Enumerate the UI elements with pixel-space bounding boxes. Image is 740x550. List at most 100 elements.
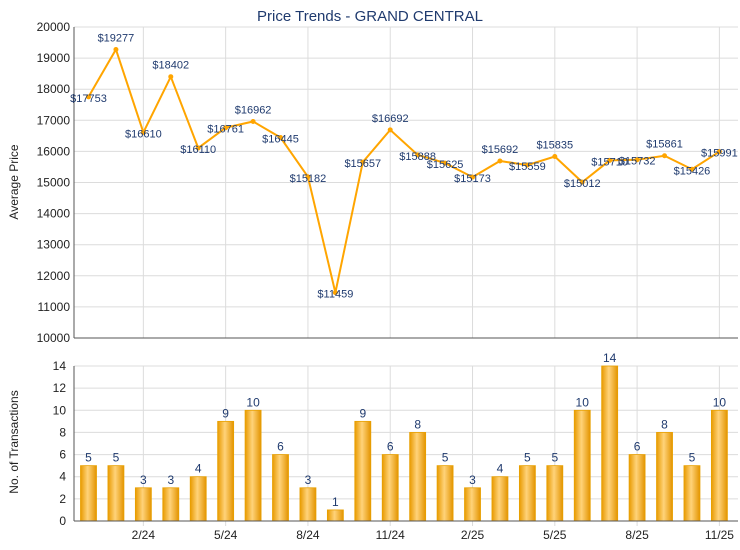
transactions-y-tick-label: 8 [59,425,66,439]
transaction-bar [683,465,701,522]
transaction-bar [573,409,591,522]
transaction-data-label: 5 [524,451,531,465]
transactions-y-axis-label: No. of Transactions [7,390,21,493]
transactions-y-tick-label: 6 [59,448,66,462]
transaction-bar [710,409,728,522]
transaction-bar [80,465,97,522]
transaction-data-label: 8 [661,417,668,431]
price-point [442,160,448,166]
transaction-bar [326,509,344,522]
x-tick-label: 2/24 [132,528,156,542]
transaction-bar [464,487,481,522]
transaction-data-label: 5 [113,451,120,465]
price-data-label: $15173 [454,173,491,185]
price-data-label: $15692 [482,144,519,156]
price-point [662,153,668,159]
transaction-data-label: 6 [634,440,641,454]
transaction-bar [189,476,207,522]
price-point [634,157,640,163]
transactions-y-tick-label: 0 [59,514,66,528]
transactions-y-tick-label: 14 [53,359,67,373]
transactions-y-tick-label: 2 [59,492,66,506]
x-tick-label: 8/24 [296,528,320,542]
transaction-bar [546,465,564,522]
x-tick-label: 5/25 [543,528,567,542]
transaction-bar [436,465,454,522]
price-data-label: $16445 [262,134,299,146]
price-y-tick-label: 13000 [37,238,71,252]
price-point [140,129,146,135]
x-tick-label: 5/24 [214,528,238,542]
price-point [497,158,503,164]
transactions-y-tick-label: 4 [59,470,66,484]
transaction-bar [217,420,235,522]
price-y-tick-label: 11000 [38,300,71,314]
price-data-label: $15835 [536,140,573,152]
price-data-label: $16610 [125,128,162,140]
price-point [360,159,366,165]
transaction-data-label: 1 [332,495,339,509]
price-point [168,74,174,80]
price-data-label: $16761 [207,124,244,136]
transaction-data-label: 14 [603,351,617,365]
price-y-tick-label: 16000 [37,144,71,158]
price-data-label: $15888 [399,151,436,163]
price-y-tick-label: 20000 [37,20,71,34]
transaction-bar [244,409,262,522]
transaction-bar [409,432,427,522]
price-data-label: $15012 [564,178,601,190]
price-point [278,135,284,141]
price-y-tick-label: 19000 [37,51,71,65]
transaction-data-label: 6 [277,440,284,454]
transaction-data-label: 3 [305,473,312,487]
price-point [195,145,201,151]
transaction-data-label: 8 [414,417,421,431]
x-tick-label: 2/25 [461,528,485,542]
price-y-tick-label: 12000 [37,269,71,283]
price-data-label: $15657 [344,158,381,170]
price-data-label: $15991 [701,148,738,160]
price-data-label: $15625 [427,159,464,171]
transaction-bar [381,454,399,522]
transaction-bar [272,454,289,522]
transaction-data-label: 3 [167,473,174,487]
x-tick-label: 11/24 [376,528,405,542]
price-data-label: $16962 [235,104,272,116]
transaction-data-label: 9 [222,406,229,420]
price-point [552,154,558,160]
price-y-tick-label: 14000 [37,207,71,221]
transaction-data-label: 3 [140,473,147,487]
transaction-data-label: 5 [442,451,449,465]
price-y-tick-label: 18000 [37,82,71,96]
price-data-label: $15426 [674,165,711,177]
price-data-label: $15732 [619,156,656,168]
x-tick-label: 11/25 [705,528,734,542]
transaction-data-label: 10 [246,395,260,409]
transaction-bar [354,420,372,522]
transaction-data-label: 4 [195,462,202,476]
transaction-data-label: 6 [387,440,394,454]
transaction-bar [162,487,180,522]
price-point [86,94,91,100]
transaction-data-label: 10 [576,395,590,409]
chart-title: Price Trends - GRAND CENTRAL [257,8,483,25]
price-data-label: $18402 [152,60,189,72]
transaction-data-label: 9 [359,406,366,420]
transaction-data-label: 3 [469,473,476,487]
transaction-bar [601,365,619,522]
price-data-label: $19277 [98,32,135,44]
price-point [415,152,421,158]
price-point [387,127,393,133]
price-point [305,174,311,180]
price-point [716,149,722,155]
price-data-label: $11459 [317,289,353,301]
transactions-y-tick-label: 10 [53,403,67,417]
price-point [470,174,476,180]
transaction-data-label: 10 [713,395,727,409]
transaction-data-label: 4 [497,462,504,476]
price-point [223,125,229,131]
price-point [332,290,338,296]
price-data-label: $17753 [70,93,107,105]
